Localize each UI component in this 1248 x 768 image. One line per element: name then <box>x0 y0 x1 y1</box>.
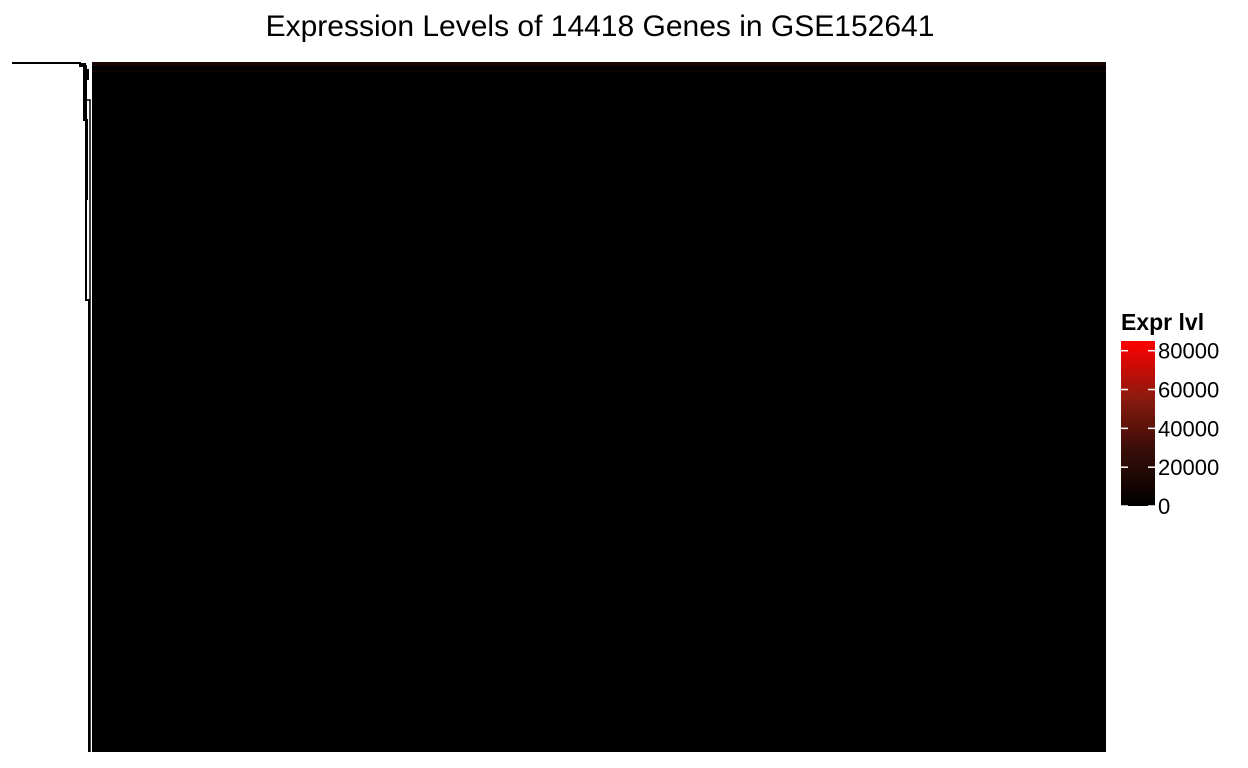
legend-title: Expr lvl <box>1121 309 1205 335</box>
legend-tick-label: 60000 <box>1158 378 1219 403</box>
heatmap-body <box>92 62 1106 752</box>
heatmap-cells <box>92 62 1106 752</box>
legend-tick-label: 40000 <box>1158 416 1219 441</box>
legend: 0 20000 40000 60000 80000 <box>1121 339 1219 519</box>
row-dendrogram <box>12 62 91 752</box>
dendrogram-branch <box>83 66 88 200</box>
legend-tick-label: 20000 <box>1158 455 1219 480</box>
dendrogram-branch <box>86 99 91 752</box>
dendrogram-branch <box>12 62 90 752</box>
legend-ticks: 0 20000 40000 60000 80000 <box>1121 339 1219 519</box>
legend-tick-label: 80000 <box>1158 339 1219 364</box>
legend-colorbar <box>1121 341 1155 506</box>
legend-tick-label: 0 <box>1158 494 1170 519</box>
chart-title: Expression Levels of 14418 Genes in GSE1… <box>265 10 935 43</box>
high-expression-band <box>92 62 1106 66</box>
high-expression-band <box>92 70 1106 72</box>
